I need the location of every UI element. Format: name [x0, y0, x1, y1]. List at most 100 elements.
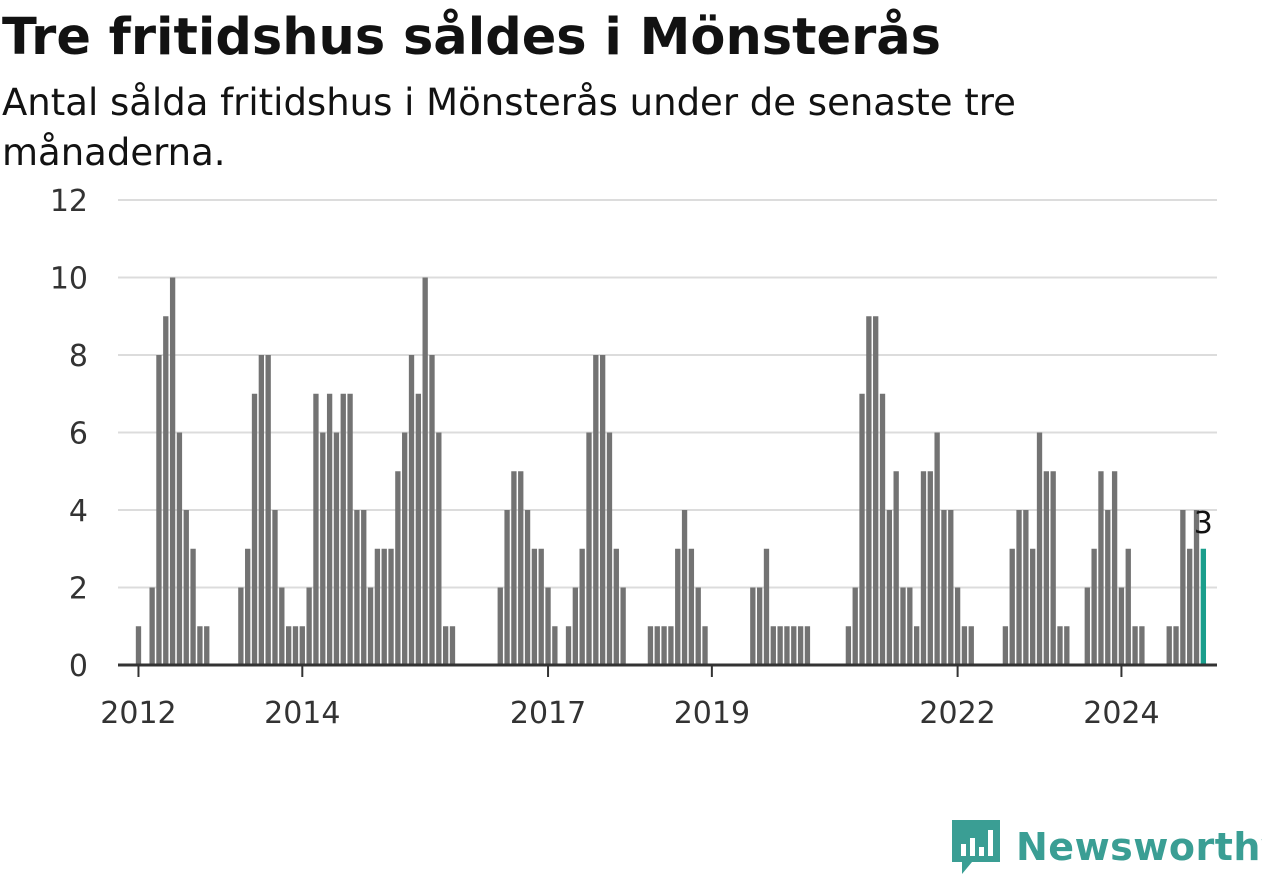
- bar: [1043, 471, 1050, 665]
- bar: [497, 587, 503, 665]
- bar: [1166, 626, 1172, 665]
- bar: [169, 277, 176, 665]
- bar: [156, 355, 162, 665]
- bar: [1180, 510, 1186, 665]
- bar: [395, 471, 401, 665]
- bar: [668, 626, 674, 665]
- bar-highlight: [1200, 548, 1207, 665]
- bar: [900, 587, 906, 665]
- bar: [565, 626, 572, 665]
- bar: [429, 355, 435, 665]
- x-tick-label: 2014: [264, 696, 340, 731]
- bar: [750, 587, 756, 665]
- bar: [204, 626, 210, 665]
- bar: [913, 626, 920, 665]
- bar: [176, 432, 183, 665]
- bar: [1016, 510, 1022, 665]
- bar: [1187, 548, 1193, 665]
- bar: [333, 432, 340, 665]
- bar: [593, 355, 599, 665]
- bar: [586, 432, 592, 665]
- bar: [190, 548, 196, 665]
- bar: [873, 316, 879, 665]
- bar: [367, 587, 374, 665]
- bar: [756, 587, 763, 665]
- bar: [941, 510, 947, 665]
- bar: [613, 548, 619, 665]
- bar: [777, 626, 783, 665]
- brand-name: Newsworthy: [1016, 825, 1262, 869]
- bar-chart: 0 2 4 6 8 10 12 2012 2014 2017 2019 2022 2024 3: [50, 184, 1217, 731]
- bar: [1050, 471, 1056, 665]
- bar: [1139, 626, 1145, 665]
- bar: [1002, 626, 1009, 665]
- bar: [845, 626, 852, 665]
- bar: [920, 471, 927, 665]
- bar: [1193, 510, 1200, 665]
- bar: [797, 626, 804, 665]
- bar: [354, 510, 360, 665]
- bar: [1009, 548, 1015, 665]
- y-tick-label: 4: [69, 494, 88, 529]
- bar: [606, 432, 613, 665]
- y-tick-label: 10: [50, 262, 88, 297]
- bar: [402, 432, 408, 665]
- bar: [1111, 471, 1118, 665]
- bar: [907, 587, 913, 665]
- bar: [1118, 587, 1125, 665]
- bar: [1098, 471, 1104, 665]
- bar: [163, 316, 169, 665]
- x-tick-label: 2012: [100, 696, 176, 731]
- bar: [422, 277, 428, 665]
- chart-subtitle: Antal sålda fritidshus i Mönsterås under…: [2, 81, 1016, 174]
- y-tick-label: 12: [50, 184, 88, 219]
- bar: [886, 510, 893, 665]
- bar: [1105, 510, 1111, 665]
- bar: [442, 626, 449, 665]
- bar: [511, 471, 517, 665]
- bar: [340, 393, 346, 665]
- bar: [1057, 626, 1063, 665]
- bar: [135, 626, 142, 665]
- bar: [347, 393, 353, 665]
- bar: [265, 355, 271, 665]
- bar: [504, 510, 510, 665]
- bar: [654, 626, 660, 665]
- bar: [149, 587, 155, 665]
- bar: [299, 626, 305, 665]
- bar: [245, 548, 251, 665]
- bar: [1030, 548, 1036, 665]
- bar: [313, 393, 319, 665]
- bar: [599, 355, 606, 665]
- bar: [1125, 548, 1131, 665]
- data-label: 3: [1194, 506, 1213, 541]
- y-tick-label: 8: [69, 339, 88, 374]
- bar: [688, 548, 695, 665]
- bar: [934, 432, 940, 665]
- bar: [279, 587, 285, 665]
- bar: [1132, 626, 1138, 665]
- bar: [258, 355, 265, 665]
- bar: [285, 626, 292, 665]
- bar: [1091, 548, 1097, 665]
- y-tick-label: 2: [69, 572, 88, 607]
- bar: [961, 626, 968, 665]
- bar: [579, 548, 585, 665]
- bar: [784, 626, 790, 665]
- x-tick-label: 2022: [919, 696, 995, 731]
- chart-title: Tre fritidshus såldes i Mönsterås: [2, 8, 941, 67]
- bar: [1023, 510, 1029, 665]
- bar: [804, 626, 811, 665]
- bar: [1084, 587, 1090, 665]
- bar: [1036, 432, 1043, 665]
- bar: [681, 510, 688, 665]
- y-tick-label: 6: [69, 417, 88, 452]
- bar: [552, 626, 558, 665]
- bar: [272, 510, 278, 665]
- bar: [183, 510, 189, 665]
- bar: [954, 587, 961, 665]
- bar: [306, 587, 312, 665]
- bar: [374, 548, 381, 665]
- bar: [381, 548, 387, 665]
- bar: [859, 393, 865, 665]
